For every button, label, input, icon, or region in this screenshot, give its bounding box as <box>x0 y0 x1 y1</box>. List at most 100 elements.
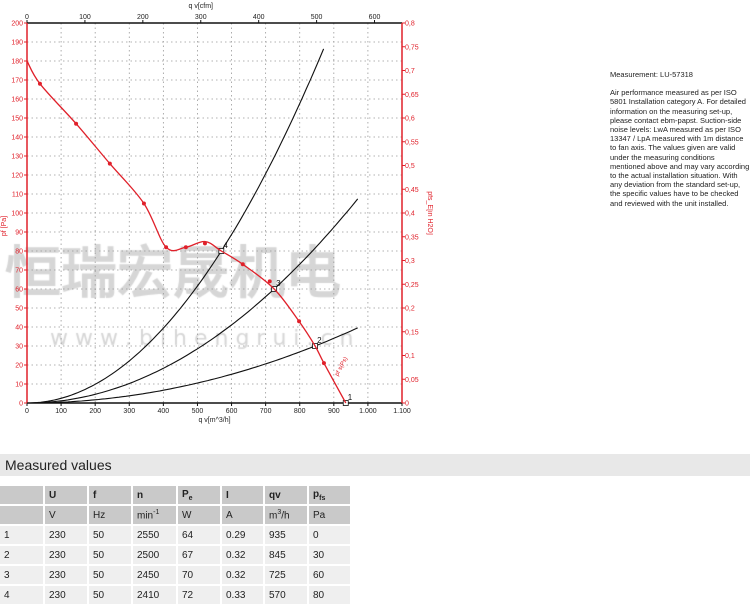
y-tick-label: 80 <box>15 249 23 256</box>
x-tick-label: 600 <box>226 408 238 415</box>
y2-tick-label: 0,4 <box>405 211 415 218</box>
fan-curve-marker <box>37 81 42 86</box>
x-tick-label: 1.000 <box>359 408 377 415</box>
y-tick-label: 150 <box>11 116 23 123</box>
x-tick-label: 900 <box>328 408 340 415</box>
header-row-cell: U <box>45 486 89 504</box>
fan-performance-chart: 0 100 200 300 400 500 600 700 800 900 1.000 1.100q … <box>1 3 433 424</box>
unit-row-cell: min-1 <box>133 506 178 524</box>
table-row-cell: 50 <box>89 586 133 604</box>
fan-curve-label: pf s(Ps) <box>334 356 349 377</box>
top-tick-label: 200 <box>137 14 149 21</box>
x-tick-label: 0 <box>25 408 29 415</box>
table-row-cell: 230 <box>45 526 89 544</box>
y2-tick-label: 0,5 <box>405 163 415 170</box>
y2-tick-label: 0,1 <box>405 353 415 360</box>
watermark-image <box>0 0 600 430</box>
y2-tick-label: 0,65 <box>405 92 419 99</box>
header-row-cell: qv <box>265 486 309 504</box>
y2-tick-label: 0,6 <box>405 116 415 123</box>
fan-curve-marker <box>141 201 146 206</box>
measured-values-title: Measured values <box>0 454 750 476</box>
table-row-cell: 725 <box>265 566 309 584</box>
fan-curve-marker <box>297 319 302 324</box>
table-row-cell: 3 <box>0 566 45 584</box>
measurement-info: Measurement: LU-57318 Air performance me… <box>610 70 750 217</box>
header-row-cell <box>0 486 45 504</box>
y2-tick-label: 0,15 <box>405 329 419 336</box>
unit-row-cell: A <box>222 506 265 524</box>
header-row-cell: Pe <box>178 486 222 504</box>
header-row-cell: f <box>89 486 133 504</box>
y2-tick-label: 0,2 <box>405 306 415 313</box>
table-row-cell: 50 <box>89 526 133 544</box>
y2-tick-label: 0,3 <box>405 258 415 265</box>
table-row: 4 230 50 2410 72 0.33 570 80 <box>0 586 352 604</box>
fan-curve-marker <box>202 241 207 246</box>
table-row-cell: 0.32 <box>222 566 265 584</box>
table-row-cell: 67 <box>178 546 222 564</box>
y2-tick-label: 0,05 <box>405 377 419 384</box>
table-row-cell: 64 <box>178 526 222 544</box>
unit-row-cell: V <box>45 506 89 524</box>
table-row-cell: 30 <box>309 546 352 564</box>
fan-curve-marker <box>321 361 326 366</box>
y2-tick-label: 0,55 <box>405 139 419 146</box>
y-tick-label: 140 <box>11 135 23 142</box>
y-tick-label: 30 <box>15 344 23 351</box>
table-row-cell: 2550 <box>133 526 178 544</box>
unit-row-cell: Pa <box>309 506 352 524</box>
y-tick-label: 110 <box>12 192 23 199</box>
table-row-cell: 230 <box>45 546 89 564</box>
y-tick-label: 60 <box>15 287 23 294</box>
top-tick-label: 400 <box>253 14 265 21</box>
table-row-cell: 50 <box>89 566 133 584</box>
table-row-cell: 2410 <box>133 586 178 604</box>
table-row-cell: 230 <box>45 566 89 584</box>
header-row-cell: pfs <box>309 486 352 504</box>
y-tick-label: 120 <box>11 173 23 180</box>
y-tick-label: 50 <box>15 306 23 313</box>
top-tick-label: 600 <box>369 14 381 21</box>
y-tick-label: 160 <box>11 97 23 104</box>
y-tick-label: 0 <box>19 401 23 408</box>
x-tick-label: 800 <box>294 408 306 415</box>
top-axis-label: q v[cfm] <box>189 3 214 10</box>
system-curve <box>27 198 359 404</box>
fan-curve-marker <box>183 245 188 250</box>
x-tick-label: 400 <box>158 408 170 415</box>
table-row-cell: 1 <box>0 526 45 544</box>
top-tick-label: 500 <box>311 14 323 21</box>
unit-row-cell: Hz <box>89 506 133 524</box>
table-row-cell: 570 <box>265 586 309 604</box>
table-row-cell: 72 <box>178 586 222 604</box>
y2-tick-label: 0 <box>405 401 409 408</box>
top-tick-label: 0 <box>25 14 29 21</box>
y-tick-label: 20 <box>15 363 23 370</box>
x-tick-label: 100 <box>55 408 67 415</box>
x-tick-label: 700 <box>260 408 272 415</box>
table-row-cell: 50 <box>89 546 133 564</box>
fan-curve-marker <box>74 121 79 126</box>
fan-curve-marker <box>164 245 169 250</box>
y2-tick-label: 0,8 <box>405 21 415 28</box>
y2-tick-label: 0,75 <box>405 44 419 51</box>
x-axis-label: q v[m^3/h] <box>198 417 230 424</box>
y-tick-label: 170 <box>11 78 23 85</box>
table-row-cell: 230 <box>45 586 89 604</box>
table-row-cell: 2450 <box>133 566 178 584</box>
table-row: 1 230 50 2550 64 0.29 935 0 <box>0 526 352 544</box>
y-tick-label: 130 <box>11 154 23 161</box>
measurement-id: Measurement: LU-57318 <box>610 70 693 79</box>
y-tick-label: 190 <box>11 40 23 47</box>
table-row-cell: 80 <box>309 586 352 604</box>
y-tick-label: 40 <box>15 325 23 332</box>
table-row-cell: 70 <box>178 566 222 584</box>
table-row-cell: 0 <box>309 526 352 544</box>
y-axis-label: pf [Pa] <box>1 216 8 236</box>
operating-point-label: 2 <box>317 336 322 345</box>
operating-point-label: 3 <box>276 279 281 288</box>
table-row-cell: 0.32 <box>222 546 265 564</box>
